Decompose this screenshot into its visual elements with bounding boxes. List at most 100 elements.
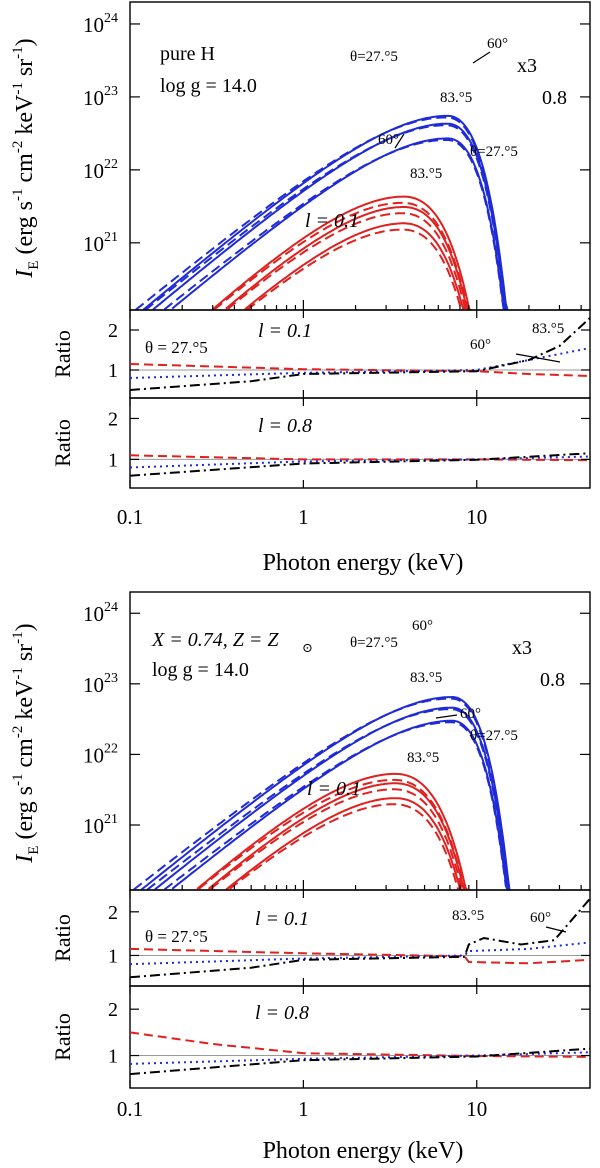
spectrum-line-4-solid (207, 782, 467, 891)
ratio-tick-label: 2 (108, 320, 118, 342)
ratio1-theta: θ = 27.°5 (145, 338, 208, 357)
spectrum-line-4-solid (225, 206, 469, 311)
ratio1-l-label: l = 0.1 (258, 320, 312, 342)
y-tick-exponent: 23 (104, 671, 118, 686)
pointer-arrow-60b (435, 714, 458, 719)
angle-theta-b: θ=27.°5 (470, 144, 518, 160)
y-tick-exponent: 22 (104, 157, 118, 172)
angle-theta-b: θ=27.°5 (470, 728, 518, 744)
pointer-arrow-60a (472, 51, 491, 64)
x-tick-label: 0.1 (117, 1097, 143, 1121)
annotation-model: pure H (160, 43, 215, 65)
y-tick-label: 1024 (83, 11, 118, 37)
angle-theta-a: θ=27.°5 (350, 635, 398, 651)
ratio1-83: 83.°5 (452, 908, 484, 924)
ratio-tick-label: 2 (108, 902, 118, 924)
spectrum-line-1-dashed (146, 708, 511, 891)
spectrum-line-3-solid (211, 195, 472, 311)
spectrum-line-5-solid (225, 797, 463, 891)
bottom-spectrum-ticks (129, 612, 590, 890)
annotation-l-high: 0.8 (540, 669, 565, 691)
pointer-arrow-60b (394, 133, 405, 149)
y-tick-exponent: 21 (104, 812, 118, 827)
ratio2-l-label: l = 0.8 (255, 1002, 309, 1024)
ratio-axis-label: Ratio (50, 914, 75, 962)
annotation-gravity: log g = 14.0 (152, 659, 249, 681)
ratio-line-dashdot (129, 317, 591, 391)
y-axis-label: IE (erg s-1 cm-2 keV-1 sr-1) (10, 38, 42, 278)
spectrum-line-1-dashed (144, 124, 507, 311)
ratio-tick-label: 1 (108, 360, 118, 382)
ratio-line-dashed (129, 363, 591, 377)
ratio-line-dashdot (129, 898, 591, 979)
spectrum-line-1-solid (152, 122, 507, 311)
bottom-figure: X = 0.74, Z = Z ⊙ log g = 14.0 x3 0.8 l … (10, 591, 591, 1164)
top-figure: pure H log g = 14.0 x3 0.8 l = 0.1 θ=27.… (10, 1, 591, 576)
x-tick-label: 10 (466, 505, 487, 529)
spectrum-line-1-solid (154, 706, 511, 891)
spectrum-line-0-dashed (135, 116, 509, 311)
ratio1-l-label: l = 0.1 (255, 908, 309, 930)
y-axis-symbol: I (12, 269, 38, 279)
ratio-tick-label: 2 (108, 999, 118, 1021)
spectrum-line-3-dashed (198, 778, 467, 891)
y-axis-label: IE (erg s-1 cm-2 keV-1 sr-1) (10, 623, 42, 863)
x-tick-label: 0.1 (117, 505, 143, 529)
bottom-x-tick-labels: 0.1 1 10 (117, 1097, 487, 1121)
ratio1-83: 83.°5 (532, 321, 564, 337)
ratio-line-dotted (129, 347, 591, 379)
spectrum-line-3-solid (196, 772, 469, 891)
spectrum-line-0-dashed (133, 697, 511, 891)
angle-83-a: 83.°5 (410, 670, 442, 686)
y-tick-exponent: 24 (104, 11, 118, 26)
spectrum-line-4-dashed (227, 212, 467, 311)
ratio-line-dotted (129, 941, 591, 966)
y-tick-label: 1022 (83, 157, 118, 183)
ratio-tick-label: 2 (108, 408, 118, 430)
y-tick-exponent: 24 (104, 600, 118, 615)
x-tick-label: 10 (466, 1097, 487, 1121)
ratio-line-dashed (129, 1031, 591, 1058)
angle-theta-a: θ=27.°5 (350, 49, 398, 65)
spectrum-line-0-solid (142, 114, 509, 311)
spectrum-line-5-dashed (229, 803, 461, 891)
spectrum-line-2-solid (171, 719, 509, 891)
angle-83-a: 83.°5 (440, 90, 472, 106)
ratio-tick-label: 1 (108, 449, 118, 471)
ratio-axis-label: Ratio (50, 1013, 75, 1061)
ratio-line-dotted (129, 455, 591, 469)
y-tick-label: 1021 (83, 812, 118, 838)
ratio-line-dashed (129, 947, 591, 965)
angle-60-a: 60° (487, 36, 508, 52)
angle-83-b: 83.°5 (407, 750, 439, 766)
ratio1-60: 60° (470, 337, 491, 353)
top-x-axis-label: Photon energy (keV) (263, 550, 464, 576)
annotation-model-a: X = 0.74, Z = Z (151, 629, 279, 651)
top-ratio2-frame (129, 397, 591, 489)
ratio-axis-label: Ratio (50, 330, 75, 378)
x-tick-label: 1 (298, 1097, 309, 1121)
bottom-ratio2-curves (129, 986, 591, 1088)
ratio-line-dotted (129, 1051, 591, 1065)
ratio-tick-label: 1 (108, 945, 118, 967)
x-tick-label: 1 (298, 505, 309, 529)
annotation-l-high: 0.8 (542, 87, 567, 109)
top-ratio2-curves (129, 398, 591, 488)
bottom-ratio1-curves (129, 890, 591, 986)
ratio1-theta: θ = 27.°5 (145, 927, 208, 946)
annotation-l-low: l = 0.1 (305, 210, 359, 232)
top-x-tick-labels: 0.1 1 10 (117, 505, 487, 529)
bottom-ratio2-frame (129, 985, 591, 1089)
annotation-gravity: log g = 14.0 (160, 75, 257, 97)
y-tick-label: 1023 (83, 671, 118, 697)
top-ratio1-curves (129, 310, 591, 398)
ratio2-l-label: l = 0.8 (258, 415, 312, 437)
angle-60-b: 60° (460, 706, 481, 722)
spectrum-line-5-solid (244, 222, 465, 311)
spectrum-line-3-dashed (213, 201, 470, 311)
spectrum-line-4-dashed (209, 788, 465, 891)
bottom-x-axis-label: Photon energy (keV) (263, 1138, 464, 1164)
